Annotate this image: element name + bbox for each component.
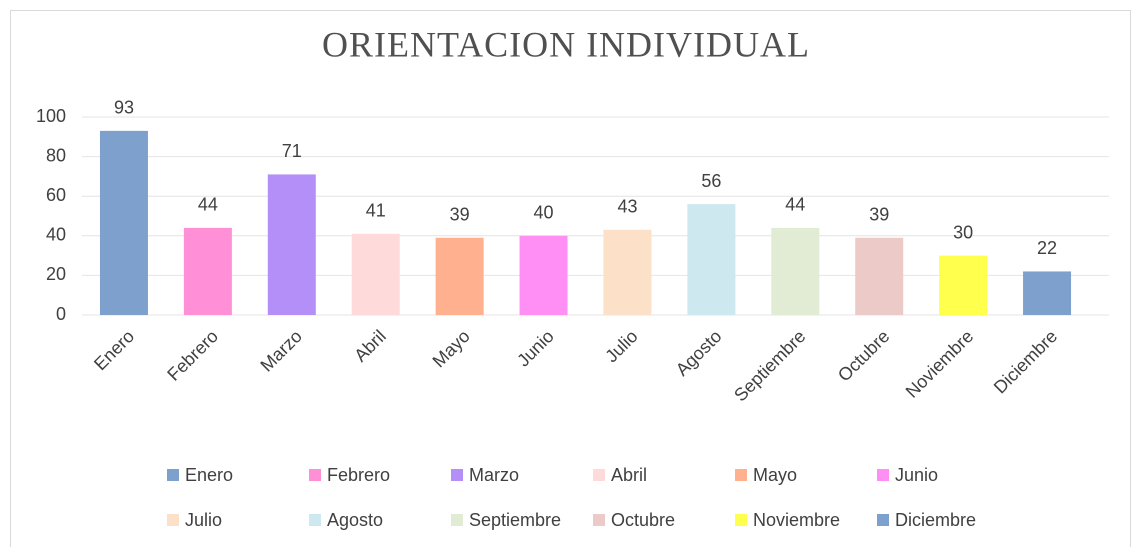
bar	[855, 237, 904, 315]
x-tick-label: Noviembre	[902, 326, 978, 402]
legend-swatch	[451, 514, 463, 526]
legend-swatch	[593, 469, 605, 481]
legend-swatch	[735, 469, 747, 481]
chart-border	[10, 10, 1131, 547]
x-tick-label: Diciembre	[990, 326, 1061, 397]
legend-label: Septiembre	[469, 510, 561, 530]
x-tick-label: Abril	[350, 326, 390, 366]
legend-swatch	[877, 514, 889, 526]
legend-label: Octubre	[611, 510, 675, 530]
legend-label: Mayo	[753, 465, 797, 485]
value-label: 43	[617, 197, 637, 217]
y-tick-label: 80	[46, 145, 66, 165]
x-tick-label: Enero	[90, 326, 138, 374]
legend-label: Abril	[611, 465, 647, 485]
bar	[267, 174, 316, 315]
bar	[183, 227, 232, 315]
legend-label: Junio	[895, 465, 938, 485]
x-tick-label: Septiembre	[730, 326, 809, 405]
legend-swatch	[167, 514, 179, 526]
legend-label: Enero	[185, 465, 233, 485]
bar	[99, 130, 148, 315]
legend-swatch	[593, 514, 605, 526]
bar	[939, 255, 988, 315]
x-tick-label: Mayo	[429, 326, 474, 371]
bar	[687, 204, 736, 315]
legend-label: Agosto	[327, 510, 383, 530]
bar	[1023, 271, 1072, 315]
x-tick-label: Junio	[513, 326, 558, 371]
y-tick-label: 60	[46, 185, 66, 205]
legend-swatch	[735, 514, 747, 526]
legend-swatch	[309, 469, 321, 481]
legend-swatch	[167, 469, 179, 481]
bar	[351, 233, 400, 315]
y-tick-label: 40	[46, 225, 66, 245]
value-label: 39	[869, 205, 889, 225]
y-tick-label: 0	[56, 304, 66, 324]
x-tick-label: Octubre	[834, 326, 893, 385]
bar	[435, 237, 484, 315]
legend-label: Diciembre	[895, 510, 976, 530]
legend-swatch	[877, 469, 889, 481]
x-tick-label: Julio	[601, 326, 641, 366]
legend-swatch	[451, 469, 463, 481]
legend-swatch	[309, 514, 321, 526]
y-tick-label: 20	[46, 264, 66, 284]
value-label: 56	[701, 171, 721, 191]
bar	[603, 229, 652, 315]
x-tick-label: Agosto	[672, 326, 726, 380]
value-label: 22	[1037, 238, 1057, 258]
y-tick-label: 100	[36, 106, 66, 126]
legend-label: Noviembre	[753, 510, 840, 530]
legend-label: Julio	[185, 510, 222, 530]
chart-title: ORIENTACION INDIVIDUAL	[322, 24, 810, 64]
value-label: 44	[198, 195, 218, 215]
value-label: 40	[534, 203, 554, 223]
value-label: 44	[785, 195, 805, 215]
legend-label: Marzo	[469, 465, 519, 485]
x-tick-label: Marzo	[256, 326, 306, 376]
value-label: 93	[114, 98, 134, 118]
bar	[771, 227, 820, 315]
value-label: 30	[953, 222, 973, 242]
legend-label: Febrero	[327, 465, 390, 485]
value-label: 71	[282, 141, 302, 161]
x-tick-label: Febrero	[163, 326, 222, 385]
value-label: 41	[366, 201, 386, 221]
value-label: 39	[450, 205, 470, 225]
bar	[519, 235, 568, 315]
